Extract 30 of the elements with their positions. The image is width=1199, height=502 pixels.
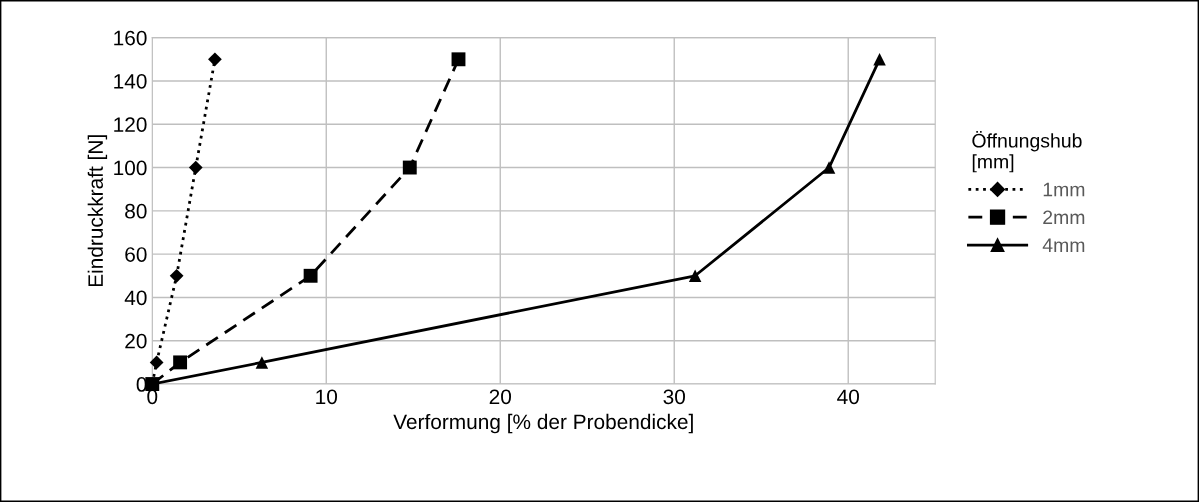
y-tick-label: 120: [114, 117, 147, 132]
y-tick-label: 80: [125, 203, 147, 219]
y-tick-label: 100: [114, 160, 147, 176]
x-tick-label: 20: [489, 389, 512, 405]
point: [873, 53, 886, 66]
point: [188, 160, 203, 175]
y-tick-label: 20: [125, 333, 147, 349]
point: [822, 161, 836, 174]
point: [303, 268, 318, 283]
point: [402, 160, 417, 175]
point: [149, 355, 164, 370]
point: [169, 268, 184, 283]
y-tick-label: 140: [114, 73, 147, 89]
point: [255, 356, 269, 369]
point: [688, 269, 702, 283]
point: [208, 52, 222, 67]
point: [451, 52, 466, 67]
y-tick-label: 160: [114, 30, 147, 46]
legend-label: 4mm: [1042, 238, 1085, 252]
x-axis-title: Verformung [% der Probendicke]: [393, 413, 693, 434]
y-tick-label: 60: [125, 247, 147, 262]
legend-title: Öffnungshub [mm]: [972, 131, 1082, 173]
x-tick-label: 40: [837, 389, 859, 405]
x-tick-label: 10: [316, 389, 338, 405]
y-tick-label: 40: [124, 290, 147, 306]
y-axis-title: Eindruckkraft [N]: [87, 135, 108, 287]
legend-label: 2mm: [1043, 210, 1085, 225]
point: [173, 355, 188, 370]
x-tick-label: 30: [663, 389, 686, 405]
legend-label: 1mm: [1043, 182, 1085, 197]
